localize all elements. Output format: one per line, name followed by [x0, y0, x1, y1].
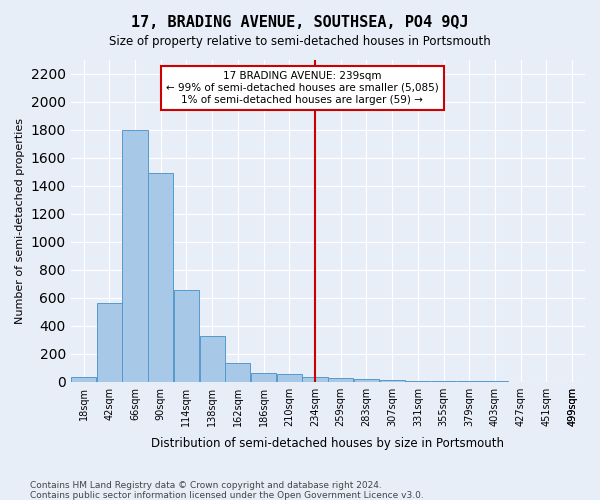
Text: 17 BRADING AVENUE: 239sqm
← 99% of semi-detached houses are smaller (5,085)
1% o: 17 BRADING AVENUE: 239sqm ← 99% of semi-… — [166, 72, 439, 104]
Text: Contains HM Land Registry data © Crown copyright and database right 2024.: Contains HM Land Registry data © Crown c… — [30, 481, 382, 490]
Bar — [302, 377, 328, 382]
Bar — [328, 378, 353, 382]
Bar — [405, 380, 430, 382]
Text: Size of property relative to semi-detached houses in Portsmouth: Size of property relative to semi-detach… — [109, 35, 491, 48]
Bar — [431, 381, 456, 382]
Bar — [277, 374, 302, 382]
Bar — [97, 304, 122, 382]
Bar — [174, 290, 199, 382]
Bar — [148, 174, 173, 382]
Bar — [251, 373, 276, 382]
Bar — [225, 364, 250, 382]
X-axis label: Distribution of semi-detached houses by size in Portsmouth: Distribution of semi-detached houses by … — [151, 437, 505, 450]
Bar — [354, 379, 379, 382]
Bar — [380, 380, 405, 382]
Bar — [200, 336, 224, 382]
Bar — [122, 130, 148, 382]
Text: 17, BRADING AVENUE, SOUTHSEA, PO4 9QJ: 17, BRADING AVENUE, SOUTHSEA, PO4 9QJ — [131, 15, 469, 30]
Y-axis label: Number of semi-detached properties: Number of semi-detached properties — [15, 118, 25, 324]
Bar — [71, 377, 96, 382]
Text: Contains public sector information licensed under the Open Government Licence v3: Contains public sector information licen… — [30, 491, 424, 500]
